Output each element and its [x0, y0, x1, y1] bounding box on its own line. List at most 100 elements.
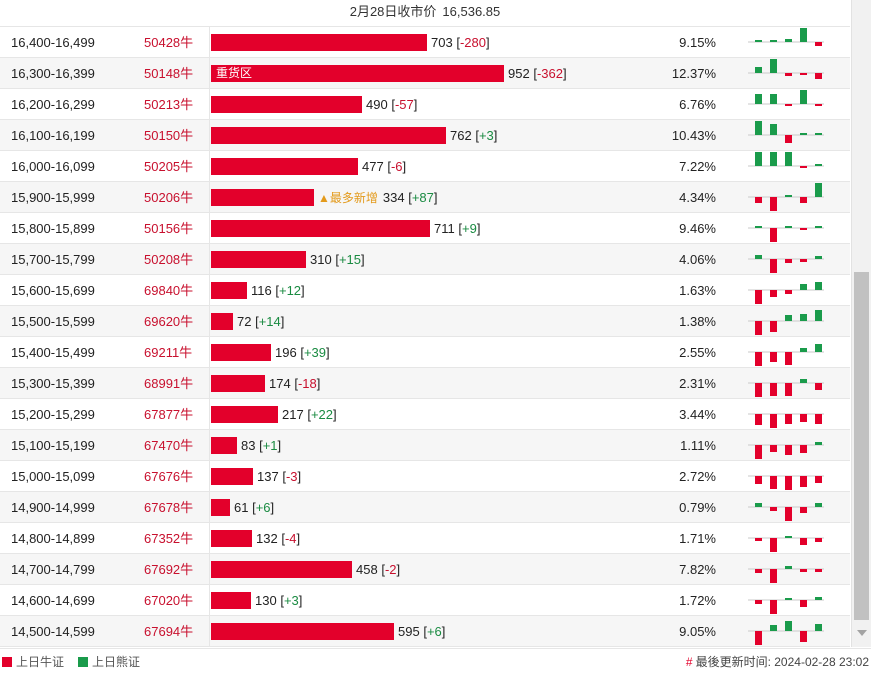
- column-divider: [209, 58, 210, 88]
- warrant-code-link[interactable]: 67877牛: [144, 407, 194, 422]
- sparkline-bar: [755, 152, 762, 166]
- percent-share: 9.15%: [679, 35, 716, 50]
- table-row[interactable]: 16,400-16,499 50428牛 703 [-280] 9.15%: [0, 27, 850, 58]
- bracket-open: [: [281, 531, 285, 546]
- volume-change: +1: [262, 438, 278, 453]
- table-row[interactable]: 15,200-15,299 67877牛 217 [+22] 3.44%: [0, 399, 850, 430]
- table-row[interactable]: 15,900-15,999 50206牛 ▲最多新增 334 [+87] 4.34%: [0, 182, 850, 213]
- percent-share: 7.22%: [679, 159, 716, 174]
- volume-value: ▲最多新增 334 [+87]: [318, 182, 438, 214]
- sparkline-bar: [785, 315, 792, 321]
- sparkline-bar: [800, 445, 807, 453]
- column-divider: [209, 337, 210, 367]
- table-row[interactable]: 16,200-16,299 50213牛 490 [-57] 6.76%: [0, 89, 850, 120]
- percent-share: 9.46%: [679, 221, 716, 236]
- volume-change: -3: [285, 469, 298, 484]
- sparkline-bar: [800, 569, 807, 572]
- sparkline-bar: [815, 414, 822, 424]
- scroll-down-arrow-icon[interactable]: [857, 630, 867, 636]
- sparkline-bar: [800, 73, 807, 75]
- volume-value: 711 [+9]: [434, 213, 480, 244]
- column-divider: [209, 120, 210, 150]
- table-row[interactable]: 15,600-15,699 69840牛 116 [+12] 1.63%: [0, 275, 850, 306]
- last-updated-time: 2024-02-28 23:02: [774, 655, 869, 669]
- legend-bull-label: 上日牛证: [16, 655, 65, 669]
- strike-range: 14,600-14,699: [11, 593, 95, 608]
- warrant-code-link[interactable]: 67694牛: [144, 624, 194, 639]
- sparkline-bar: [800, 507, 807, 513]
- column-divider: [209, 492, 210, 522]
- sparkline-bar: [815, 442, 822, 445]
- percent-share: 4.34%: [679, 190, 716, 205]
- table-row[interactable]: 15,800-15,899 50156牛 711 [+9] 9.46%: [0, 213, 850, 244]
- percent-share: 1.11%: [680, 438, 716, 453]
- vertical-scrollbar[interactable]: [851, 0, 871, 647]
- percent-share: 7.82%: [679, 562, 716, 577]
- table-row[interactable]: 14,800-14,899 67352牛 132 [-4] 1.71%: [0, 523, 850, 554]
- warrant-code-link[interactable]: 67692牛: [144, 562, 194, 577]
- volume-bar: [211, 282, 247, 299]
- volume-bar: [211, 96, 362, 113]
- warrant-code-link[interactable]: 50205牛: [144, 159, 194, 174]
- sparkline-bar: [770, 414, 777, 428]
- warrant-code-link[interactable]: 67352牛: [144, 531, 194, 546]
- sparkline-bar: [755, 383, 762, 397]
- table-row[interactable]: 16,000-16,099 50205牛 477 [-6] 7.22%: [0, 151, 850, 182]
- sparkline-bar: [785, 352, 792, 365]
- sparkline-bar: [815, 503, 822, 507]
- warrant-code-link[interactable]: 67020牛: [144, 593, 194, 608]
- sparkline-bar: [755, 352, 762, 366]
- warrant-code-link[interactable]: 67676牛: [144, 469, 194, 484]
- volume-value: 174 [-18]: [269, 368, 320, 399]
- warrant-code-link[interactable]: 50150牛: [144, 128, 194, 143]
- strike-range: 15,800-15,899: [11, 221, 95, 236]
- table-row[interactable]: 14,700-14,799 67692牛 458 [-2] 7.82%: [0, 554, 850, 585]
- sparkline-bar: [815, 538, 822, 542]
- column-divider: [209, 89, 210, 119]
- sparkline-bar: [770, 476, 777, 489]
- warrant-code-link[interactable]: 50156牛: [144, 221, 194, 236]
- warrant-code-link[interactable]: 67470牛: [144, 438, 194, 453]
- table-row[interactable]: 15,400-15,499 69211牛 196 [+39] 2.55%: [0, 337, 850, 368]
- trend-sparkline: [748, 152, 824, 168]
- table-row[interactable]: 15,100-15,199 67470牛 83 [+1] 1.11%: [0, 430, 850, 461]
- sparkline-bar: [785, 476, 792, 490]
- warrant-code-link[interactable]: 50213牛: [144, 97, 194, 112]
- warrant-code-link[interactable]: 68991牛: [144, 376, 194, 391]
- table-row[interactable]: 14,600-14,699 67020牛 130 [+3] 1.72%: [0, 585, 850, 616]
- bracket-close: ]: [301, 283, 305, 298]
- volume-value: 137 [-3]: [257, 461, 301, 492]
- warrant-code-link[interactable]: 50208牛: [144, 252, 194, 267]
- table-row[interactable]: 15,000-15,099 67676牛 137 [-3] 2.72%: [0, 461, 850, 492]
- trend-sparkline: [748, 503, 824, 521]
- scrollbar-thumb[interactable]: [854, 272, 869, 620]
- warrant-code-link[interactable]: 67678牛: [144, 500, 194, 515]
- table-row[interactable]: 16,100-16,199 50150牛 762 [+3] 10.43%: [0, 120, 850, 151]
- table-row[interactable]: 16,300-16,399 50148牛 重货区 952 [-362] 12.37%: [0, 58, 850, 89]
- warrant-code-link[interactable]: 69840牛: [144, 283, 194, 298]
- warrant-code-link[interactable]: 50428牛: [144, 35, 194, 50]
- sparkline-bar: [770, 625, 777, 631]
- table-row[interactable]: 14,500-14,599 67694牛 595 [+6] 9.05%: [0, 616, 850, 647]
- warrant-code-link[interactable]: 69211牛: [144, 345, 193, 360]
- sparkline-bar: [815, 164, 822, 166]
- table-row[interactable]: 15,300-15,399 68991牛 174 [-18] 2.31%: [0, 368, 850, 399]
- trend-sparkline: [748, 621, 824, 645]
- percent-share: 1.38%: [679, 314, 716, 329]
- volume-bar: [211, 34, 427, 51]
- warrant-code-link[interactable]: 50148牛: [144, 66, 194, 81]
- volume-value: 952 [-362]: [508, 58, 567, 89]
- trend-sparkline: [748, 442, 824, 459]
- table-row[interactable]: 14,900-14,999 67678牛 61 [+6] 0.79%: [0, 492, 850, 523]
- warrant-code-link[interactable]: 69620牛: [144, 314, 194, 329]
- bracket-open: [: [307, 407, 311, 422]
- close-price-value: 16,536.85: [442, 4, 501, 19]
- bracket-open: [: [280, 593, 284, 608]
- sparkline-bar: [770, 600, 777, 614]
- table-row[interactable]: 15,500-15,599 69620牛 72 [+14] 1.38%: [0, 306, 850, 337]
- table-row[interactable]: 15,700-15,799 50208牛 310 [+15] 4.06%: [0, 244, 850, 275]
- volume-value: 83 [+1]: [241, 430, 281, 461]
- warrant-code-link[interactable]: 50206牛: [144, 190, 194, 205]
- volume-change: +6: [255, 500, 271, 515]
- volume-change: -18: [297, 376, 317, 391]
